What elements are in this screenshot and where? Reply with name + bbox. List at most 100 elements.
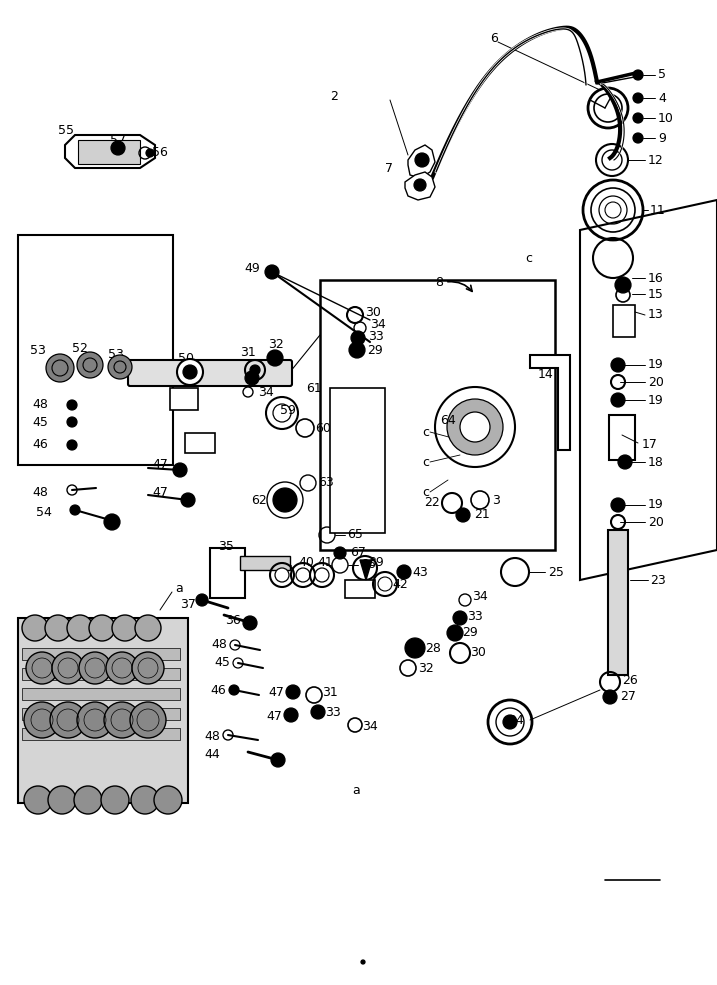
Text: 42: 42 (392, 578, 408, 592)
Text: 64: 64 (440, 415, 456, 427)
Circle shape (70, 505, 80, 515)
Text: 38: 38 (355, 583, 371, 597)
Text: 30: 30 (470, 646, 486, 660)
Circle shape (79, 652, 111, 684)
Circle shape (414, 179, 426, 191)
Text: 3: 3 (492, 493, 500, 506)
Circle shape (112, 615, 138, 641)
Text: 31: 31 (240, 346, 256, 359)
Circle shape (196, 594, 208, 606)
Bar (240, 556, 290, 570)
Bar (613, 305, 635, 337)
Bar (345, 580, 375, 598)
Circle shape (633, 93, 643, 103)
Circle shape (611, 358, 625, 372)
Text: 4: 4 (658, 92, 666, 104)
Text: 37: 37 (180, 599, 196, 612)
Circle shape (265, 265, 279, 279)
Text: 28: 28 (425, 641, 441, 654)
Text: 45: 45 (214, 656, 230, 670)
Circle shape (48, 786, 76, 814)
Text: 41: 41 (317, 556, 333, 568)
Text: 60: 60 (315, 422, 331, 434)
Bar (78, 140, 140, 164)
Circle shape (453, 611, 467, 625)
Text: 30: 30 (365, 306, 381, 319)
Text: 48: 48 (32, 399, 48, 412)
Text: 44: 44 (204, 749, 220, 761)
Circle shape (46, 354, 74, 382)
Text: 12: 12 (648, 154, 664, 166)
Bar (22, 708, 180, 720)
Circle shape (24, 702, 60, 738)
Circle shape (104, 514, 120, 530)
Text: 43: 43 (412, 565, 428, 578)
Circle shape (611, 498, 625, 512)
Circle shape (415, 153, 429, 167)
Text: 21: 21 (474, 507, 490, 520)
Text: 23: 23 (650, 573, 666, 586)
Circle shape (456, 508, 470, 522)
Polygon shape (360, 560, 372, 580)
FancyBboxPatch shape (128, 360, 292, 386)
Circle shape (397, 565, 411, 579)
Circle shape (633, 113, 643, 123)
Text: 9: 9 (658, 132, 666, 145)
Text: 27: 27 (620, 690, 636, 703)
Text: 20: 20 (648, 375, 664, 388)
Bar (22, 648, 180, 660)
Circle shape (77, 352, 103, 378)
Circle shape (633, 70, 643, 80)
Text: 41: 41 (277, 556, 293, 568)
Circle shape (349, 342, 365, 358)
Circle shape (603, 690, 617, 704)
Bar (22, 688, 180, 700)
Text: 36: 36 (225, 614, 241, 626)
Text: 52: 52 (72, 342, 88, 355)
Text: 47: 47 (268, 686, 284, 698)
Text: 24: 24 (508, 713, 523, 727)
Text: 39: 39 (368, 556, 384, 568)
Circle shape (173, 463, 187, 477)
Bar (18, 235, 173, 465)
Text: 49: 49 (244, 261, 260, 275)
Circle shape (45, 615, 71, 641)
Text: 32: 32 (268, 339, 284, 352)
Text: 34: 34 (362, 719, 378, 733)
Circle shape (615, 277, 631, 293)
Circle shape (108, 355, 132, 379)
Circle shape (154, 786, 182, 814)
Text: 16: 16 (648, 272, 664, 285)
Text: 53: 53 (30, 344, 46, 357)
Text: 13: 13 (648, 308, 664, 321)
Circle shape (229, 685, 239, 695)
Text: 29: 29 (462, 626, 478, 639)
Text: 46: 46 (32, 438, 48, 451)
Bar (185, 433, 215, 453)
Circle shape (273, 488, 297, 512)
Circle shape (183, 365, 197, 379)
Bar (608, 530, 628, 675)
Text: 22: 22 (424, 495, 440, 508)
Circle shape (177, 359, 203, 385)
Circle shape (135, 615, 161, 641)
Text: c: c (525, 251, 532, 265)
Circle shape (633, 133, 643, 143)
Text: 67: 67 (350, 547, 366, 559)
Circle shape (243, 616, 257, 630)
Circle shape (405, 638, 425, 658)
Text: 51: 51 (178, 396, 194, 409)
Text: 34: 34 (370, 318, 386, 332)
Text: a: a (175, 581, 183, 595)
Circle shape (111, 141, 125, 155)
Text: 5: 5 (658, 69, 666, 82)
Circle shape (132, 652, 164, 684)
Circle shape (22, 615, 48, 641)
Text: 19: 19 (648, 393, 664, 407)
Circle shape (267, 350, 283, 366)
Text: 26: 26 (622, 674, 637, 687)
Text: 55: 55 (58, 123, 74, 137)
Circle shape (181, 493, 195, 507)
Bar (330, 388, 385, 533)
Circle shape (351, 331, 365, 345)
